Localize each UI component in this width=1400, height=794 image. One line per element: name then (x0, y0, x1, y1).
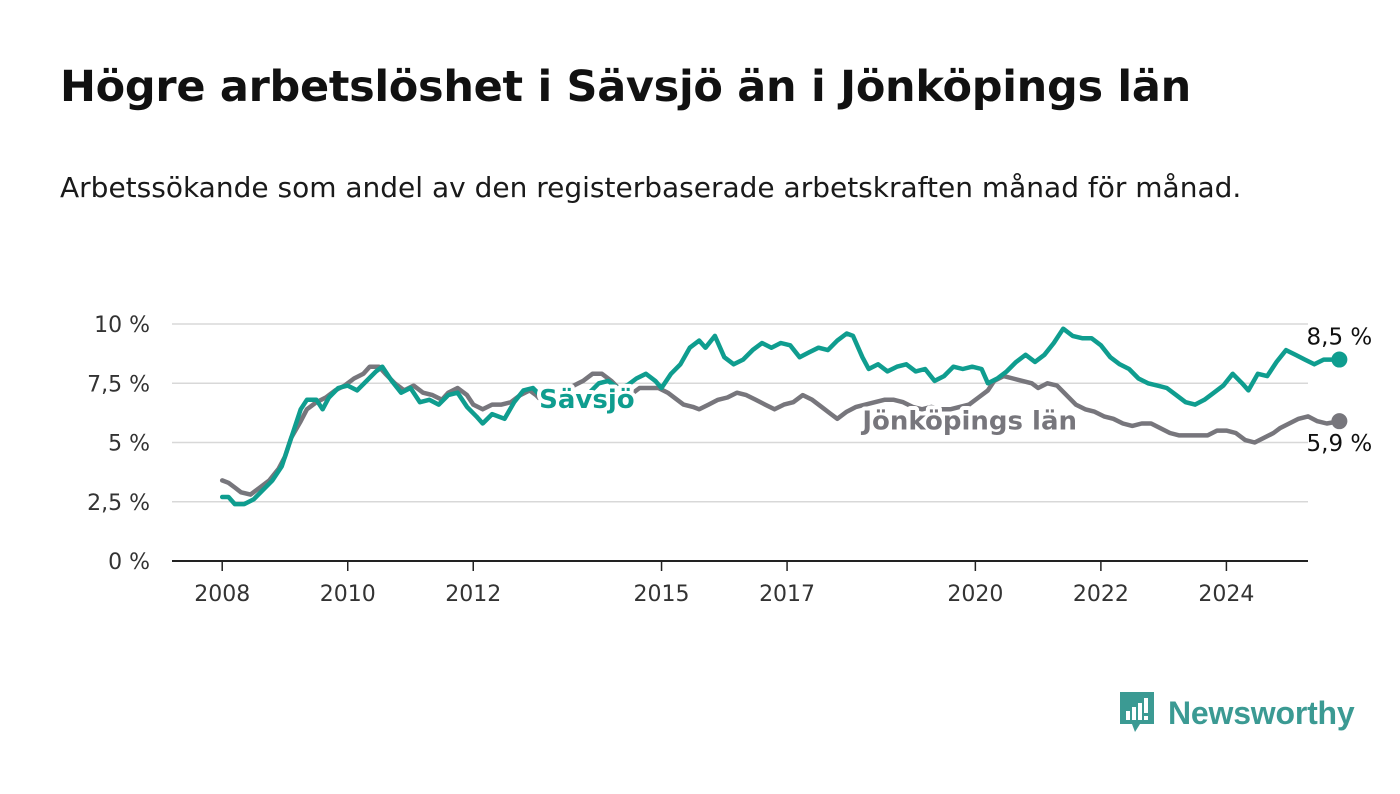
series-endpoint-jonkopings-lan (1331, 413, 1348, 430)
chart-subtitle: Arbetssökande som andel av den registerb… (60, 171, 1242, 204)
chart-title: Högre arbetslöshet i Sävsjö än i Jönköpi… (60, 62, 1191, 112)
series-line-savsjo (219, 326, 1342, 507)
end-value-label-savsjo: 8,5 % (1307, 325, 1373, 351)
series-line-jonkopings-lan (219, 364, 1342, 497)
series-endpoints (1331, 351, 1348, 430)
newsworthy-logo-icon (1120, 692, 1154, 732)
x-tick-label: 2020 (947, 582, 1003, 607)
x-tick-label: 2017 (759, 582, 815, 607)
y-axis-tick-labels: 0 % 2,5 % 5 % 7,5 % 10 % (87, 313, 150, 575)
x-tick-label: 2015 (634, 582, 690, 607)
y-tick-label: 10 % (94, 313, 150, 338)
x-tick-label: 2022 (1073, 582, 1129, 607)
brand-name: Newsworthy (1168, 694, 1355, 731)
x-tick-label: 2008 (194, 582, 250, 607)
y-tick-label: 2,5 % (87, 491, 150, 516)
series-endpoint-savsjo (1331, 351, 1348, 368)
y-tick-label: 0 % (108, 550, 150, 575)
series-lines (219, 326, 1342, 507)
series-label-savsjo-halo: Sävsjö (539, 385, 634, 415)
x-tick-label: 2012 (445, 582, 501, 607)
x-tick-label: 2010 (320, 582, 376, 607)
y-tick-label: 7,5 % (87, 372, 150, 397)
newsworthy-logo[interactable]: Newsworthy (1118, 690, 1355, 736)
series-label-jonkopings-lan: Jönköpings län (860, 406, 1077, 436)
x-axis-ticks: 2008 2010 2012 2015 2017 2020 2022 2024 (194, 561, 1254, 607)
series-label-jonkopings-lan-halo: Jönköpings län (860, 406, 1077, 436)
end-value-label-jonkopings-lan: 5,9 % (1307, 431, 1373, 457)
x-tick-label: 2024 (1198, 582, 1254, 607)
y-tick-label: 5 % (108, 432, 150, 457)
series-label-savsjo: Sävsjö (539, 385, 634, 415)
